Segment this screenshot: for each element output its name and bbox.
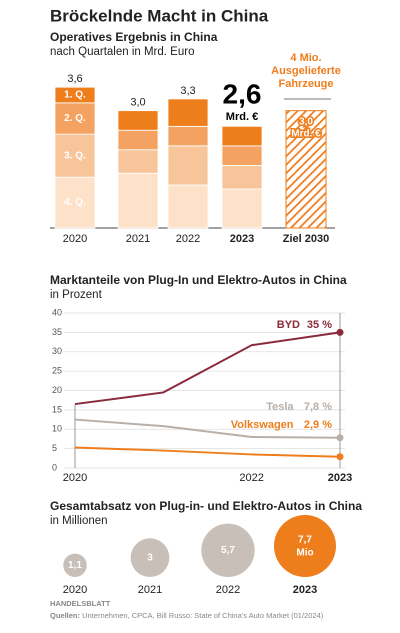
source-text: Unternehmen, CPCA, Bill Russo: State of … xyxy=(82,611,324,620)
bubble xyxy=(201,523,255,577)
value-label: 2,9 % xyxy=(304,419,332,431)
series-label: Tesla xyxy=(266,401,294,413)
x-tick-label: 2020 xyxy=(63,584,87,596)
value-label: 2,6 xyxy=(223,79,262,110)
bar-segment xyxy=(117,110,159,131)
bubble xyxy=(63,553,87,577)
bar-segment xyxy=(117,172,159,229)
bar-segment xyxy=(54,133,96,178)
bar-segment xyxy=(54,176,96,229)
y-tick-label: 35 xyxy=(52,327,62,337)
value-label: 3,3 xyxy=(180,85,195,97)
x-tick-label: 2023 xyxy=(293,584,317,596)
y-tick-label: 0 xyxy=(52,462,57,472)
x-tick-label: 2022 xyxy=(239,472,263,484)
bar-segment xyxy=(221,125,263,147)
annotation: Fahrzeuge xyxy=(278,78,333,90)
end-dot xyxy=(336,453,344,461)
bar-segment xyxy=(167,125,209,147)
source: Quellen: Unternehmen, CPCA, Bill Russo: … xyxy=(50,611,324,620)
chart-title: Gesamtabsatz von Plug-in- und Elektro-Au… xyxy=(50,499,362,513)
unit-label: Mio xyxy=(296,548,313,559)
x-tick-label: Ziel 2030 xyxy=(283,233,329,245)
value-label: 7,7 xyxy=(298,535,312,546)
bar-segment xyxy=(54,86,96,104)
target-bar xyxy=(285,110,327,229)
x-tick-label: 2022 xyxy=(216,584,240,596)
y-tick-label: 20 xyxy=(52,385,62,395)
value-label: 35 % xyxy=(307,319,332,331)
value-label: 3,0 xyxy=(130,97,145,109)
line xyxy=(74,446,341,458)
chart-subtitle: in Millionen xyxy=(50,515,108,527)
bar-segment xyxy=(221,165,263,190)
bar-segment xyxy=(221,145,263,166)
chart-subtitle: nach Quartalen in Mrd. Euro xyxy=(50,46,194,58)
x-tick-label: 2021 xyxy=(138,584,162,596)
x-tick-label: 2020 xyxy=(63,472,87,484)
x-tick-label: 2022 xyxy=(176,233,200,245)
series-label: BYD xyxy=(277,319,300,331)
chart-title: Operatives Ergebnis in China xyxy=(50,30,218,44)
y-tick-label: 15 xyxy=(52,404,62,414)
y-tick-label: 5 xyxy=(52,443,57,453)
x-tick-label: 2023 xyxy=(328,472,352,484)
bar-segment xyxy=(167,145,209,186)
bar-segment xyxy=(117,129,159,151)
value-label: 7,8 % xyxy=(304,401,332,413)
x-tick-label: 2023 xyxy=(230,233,254,245)
annotation: Ausgelieferte xyxy=(271,65,341,77)
bar-segment xyxy=(167,98,209,127)
value-label: 3,6 xyxy=(67,73,82,85)
end-dot xyxy=(336,434,344,442)
segment-label: 1. Q. xyxy=(64,90,86,101)
annotation: 4 Mio. xyxy=(290,52,321,64)
value-label: 3 xyxy=(147,552,153,563)
page-title: Bröckelnde Macht in China xyxy=(50,6,269,25)
value-label: 5,7 xyxy=(221,545,235,556)
line xyxy=(74,331,341,406)
line xyxy=(74,418,341,439)
value-label: 1,1 xyxy=(68,560,82,571)
segment-label: 4. Q. xyxy=(64,197,86,208)
bar-segment xyxy=(167,184,209,229)
series-label: Volkswagen xyxy=(231,419,294,431)
chart-subtitle: in Prozent xyxy=(50,289,103,301)
y-tick-label: 10 xyxy=(52,424,62,434)
bar-segment xyxy=(221,188,263,229)
chart-title: Marktanteile von Plug-In und Elektro-Aut… xyxy=(50,273,347,287)
x-tick-label: 2020 xyxy=(63,233,87,245)
y-tick-label: 25 xyxy=(52,366,62,376)
bar-segment xyxy=(117,149,159,174)
bubble xyxy=(274,515,336,577)
end-dot xyxy=(336,328,344,336)
brand: HANDELSBLATT xyxy=(50,599,111,608)
y-tick-label: 40 xyxy=(52,307,62,317)
segment-label: 2. Q. xyxy=(64,113,86,124)
unit-label: Mrd. € xyxy=(291,128,321,139)
value-label: 3,0 xyxy=(299,116,313,127)
source-label: Quellen: xyxy=(50,611,80,620)
y-tick-label: 30 xyxy=(52,346,62,356)
bubble xyxy=(130,538,170,578)
unit-label: Mrd. € xyxy=(226,111,258,123)
x-tick-label: 2021 xyxy=(126,233,150,245)
segment-label: 3. Q. xyxy=(64,150,86,161)
